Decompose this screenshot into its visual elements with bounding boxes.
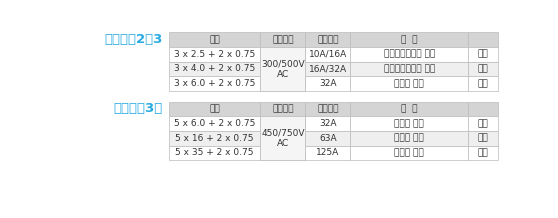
Bar — [169, 145, 261, 160]
Bar — [169, 32, 261, 47]
Text: 单相: 单相 — [478, 79, 488, 88]
Bar — [261, 131, 305, 145]
Bar — [169, 76, 261, 91]
Bar — [305, 131, 350, 145]
Text: 32A: 32A — [319, 79, 336, 88]
Bar — [261, 145, 305, 160]
Bar — [261, 116, 305, 131]
Bar — [261, 32, 305, 47]
Bar — [169, 47, 261, 61]
Text: 充电桩 输出: 充电桩 输出 — [395, 134, 424, 143]
Text: 充电模式3、: 充电模式3、 — [113, 102, 163, 116]
Bar — [468, 61, 498, 76]
Bar — [350, 47, 468, 61]
Bar — [350, 145, 468, 160]
Text: 450/750V
AC: 450/750V AC — [261, 128, 305, 148]
Text: 充电桩 输出: 充电桩 输出 — [395, 148, 424, 157]
Text: 额定电压: 额定电压 — [272, 104, 294, 113]
Bar — [305, 47, 350, 61]
Bar — [468, 76, 498, 91]
Text: 3 x 4.0 + 2 x 0.75: 3 x 4.0 + 2 x 0.75 — [174, 64, 256, 73]
Text: 三相: 三相 — [478, 148, 488, 157]
Bar — [169, 61, 261, 76]
Text: 充电桩 输出: 充电桩 输出 — [395, 79, 424, 88]
Bar — [350, 76, 468, 91]
Text: 16A/32A: 16A/32A — [309, 64, 347, 73]
Text: 应  用: 应 用 — [401, 35, 417, 44]
Bar — [169, 102, 261, 116]
Bar — [350, 102, 468, 116]
Bar — [468, 131, 498, 145]
Bar — [468, 32, 498, 47]
Bar — [261, 47, 305, 91]
Text: 5 x 35 + 2 x 0.75: 5 x 35 + 2 x 0.75 — [175, 148, 254, 157]
Text: 三相: 三相 — [478, 134, 488, 143]
Bar — [305, 32, 350, 47]
Bar — [468, 47, 498, 61]
Bar — [261, 47, 305, 61]
Bar — [305, 145, 350, 160]
Text: 应  用: 应 用 — [401, 104, 417, 113]
Text: 5 x 16 + 2 x 0.75: 5 x 16 + 2 x 0.75 — [175, 134, 254, 143]
Bar — [169, 116, 261, 131]
Text: 300/500V
AC: 300/500V AC — [261, 59, 305, 79]
Bar — [468, 102, 498, 116]
Bar — [261, 76, 305, 91]
Bar — [261, 61, 305, 76]
Text: 10A/16A: 10A/16A — [309, 50, 347, 59]
Text: 充电盒、充电桩 输出: 充电盒、充电桩 输出 — [383, 64, 435, 73]
Bar — [468, 145, 498, 160]
Bar — [350, 32, 468, 47]
Text: 额定电压: 额定电压 — [272, 35, 294, 44]
Text: 规格: 规格 — [209, 104, 220, 113]
Text: 充电模式2、3: 充电模式2、3 — [104, 33, 163, 46]
Bar — [350, 131, 468, 145]
Text: 额定电流: 额定电流 — [317, 104, 339, 113]
Text: 额定电流: 额定电流 — [317, 35, 339, 44]
Text: 125A: 125A — [316, 148, 339, 157]
Text: 3 x 2.5 + 2 x 0.75: 3 x 2.5 + 2 x 0.75 — [174, 50, 256, 59]
Text: 32A: 32A — [319, 119, 336, 128]
Bar — [261, 116, 305, 160]
Text: 单相: 单相 — [478, 50, 488, 59]
Bar — [305, 61, 350, 76]
Text: 三相: 三相 — [478, 119, 488, 128]
Text: 充电盒、充电桩 输出: 充电盒、充电桩 输出 — [383, 50, 435, 59]
Text: 63A: 63A — [319, 134, 336, 143]
Bar — [305, 116, 350, 131]
Text: 3 x 6.0 + 2 x 0.75: 3 x 6.0 + 2 x 0.75 — [174, 79, 256, 88]
Bar — [261, 102, 305, 116]
Text: 充电桩 输出: 充电桩 输出 — [395, 119, 424, 128]
Text: 单相: 单相 — [478, 64, 488, 73]
Bar — [169, 131, 261, 145]
Text: 规格: 规格 — [209, 35, 220, 44]
Bar — [350, 116, 468, 131]
Bar — [350, 61, 468, 76]
Bar — [305, 102, 350, 116]
Text: 5 x 6.0 + 2 x 0.75: 5 x 6.0 + 2 x 0.75 — [174, 119, 256, 128]
Bar — [305, 76, 350, 91]
Bar — [468, 116, 498, 131]
